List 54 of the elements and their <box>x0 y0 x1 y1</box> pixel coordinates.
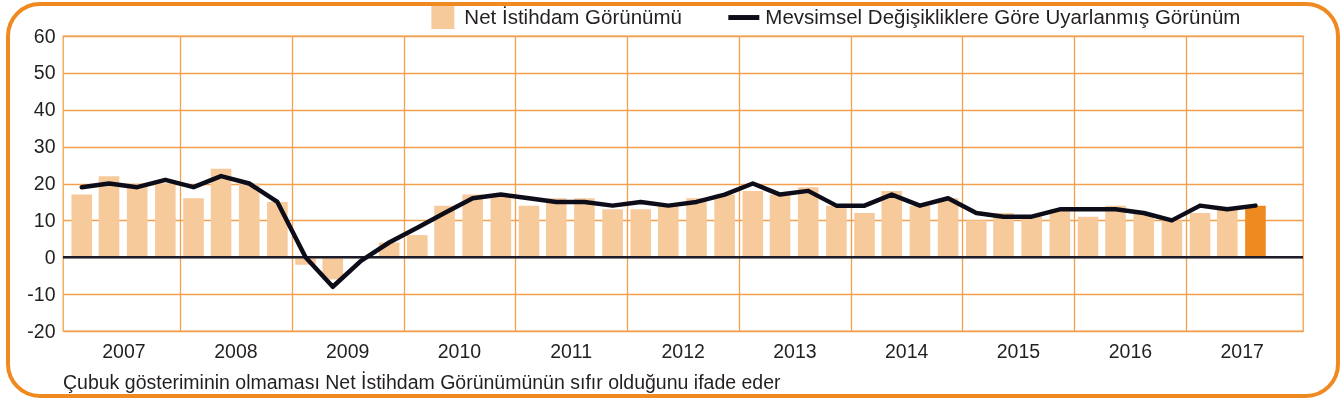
y-tick-label: -20 <box>27 319 56 342</box>
bar <box>909 205 931 258</box>
bar <box>238 183 260 258</box>
bar <box>210 168 232 258</box>
bar <box>769 194 791 258</box>
bar <box>1021 216 1042 258</box>
bar <box>462 194 483 258</box>
bar <box>797 187 819 258</box>
bar <box>1216 209 1238 258</box>
bar <box>98 176 120 258</box>
y-tick-label: 60 <box>33 24 56 47</box>
bar <box>602 209 623 258</box>
text: Çubuk gösteriminin olmaması Net İstihdam Görünümünün sıfır olduğunu ifade eder <box>63 371 782 393</box>
y-tick-label: 50 <box>33 61 56 84</box>
bar <box>826 205 847 258</box>
bar <box>1077 216 1099 258</box>
bar <box>742 190 764 258</box>
x-tick-label: 2014 <box>884 339 929 362</box>
bar <box>71 194 93 258</box>
line-series <box>79 173 1258 289</box>
bar <box>658 205 679 258</box>
y-tick-label: 10 <box>33 208 56 231</box>
y-tick-label: 30 <box>33 135 56 158</box>
y-tick-label: 0 <box>44 245 56 268</box>
bar <box>155 183 176 258</box>
legend-label: Net İstihdam Görünümü <box>464 4 682 28</box>
legend-label: Mevsimsel Değişikliklere Göre Uyarlanmış Görünüm <box>765 4 1241 28</box>
bar <box>545 198 567 258</box>
x-tick-label: 2011 <box>550 339 593 362</box>
y-tick-label: 40 <box>33 98 56 121</box>
x-tick-label: 2009 <box>325 339 370 362</box>
bar <box>1245 205 1266 258</box>
bar <box>490 194 512 258</box>
bar <box>183 198 204 258</box>
bar <box>518 205 540 258</box>
x-tick-label: 2012 <box>661 339 705 362</box>
y-tick-label: -10 <box>27 282 56 305</box>
bar <box>881 190 903 258</box>
bar <box>854 213 875 258</box>
bar <box>406 235 428 258</box>
bar <box>1189 213 1211 258</box>
y-tick-label: 20 <box>33 172 56 194</box>
x-tick-label: 2008 <box>214 339 258 362</box>
bar <box>1161 220 1183 258</box>
bar <box>714 194 735 258</box>
x-tick-label: 2016 <box>1108 339 1153 362</box>
x-tick-label: 2013 <box>773 339 817 362</box>
x-tick-label: 2010 <box>437 339 482 362</box>
bar <box>630 209 652 258</box>
x-tick-label: 2015 <box>996 339 1041 362</box>
bar <box>1133 213 1155 258</box>
bar <box>965 220 987 258</box>
x-tick-label: 2017 <box>1220 339 1264 362</box>
x-tick-label: 2007 <box>102 339 146 362</box>
